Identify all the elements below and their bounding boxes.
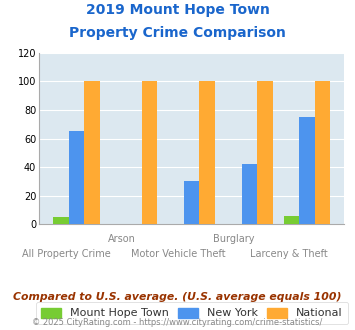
Bar [84,82,100,224]
Text: Arson: Arson [108,234,136,244]
Bar [242,164,257,224]
Text: Property Crime Comparison: Property Crime Comparison [69,26,286,40]
Bar [200,82,215,224]
Text: 2019 Mount Hope Town: 2019 Mount Hope Town [86,3,269,17]
Bar [284,216,299,224]
Bar [142,82,157,224]
Legend: Mount Hope Town, New York, National: Mount Hope Town, New York, National [36,302,348,324]
Text: © 2025 CityRating.com - https://www.cityrating.com/crime-statistics/: © 2025 CityRating.com - https://www.city… [32,318,323,327]
Bar [299,117,315,224]
Bar [315,82,331,224]
Bar [257,82,273,224]
Text: Compared to U.S. average. (U.S. average equals 100): Compared to U.S. average. (U.S. average … [13,292,342,302]
Text: Motor Vehicle Theft: Motor Vehicle Theft [131,249,225,259]
Text: Burglary: Burglary [213,234,254,244]
Text: All Property Crime: All Property Crime [22,249,111,259]
Text: Larceny & Theft: Larceny & Theft [250,249,328,259]
Bar [53,217,69,224]
Bar [184,182,200,224]
Bar [69,131,84,224]
